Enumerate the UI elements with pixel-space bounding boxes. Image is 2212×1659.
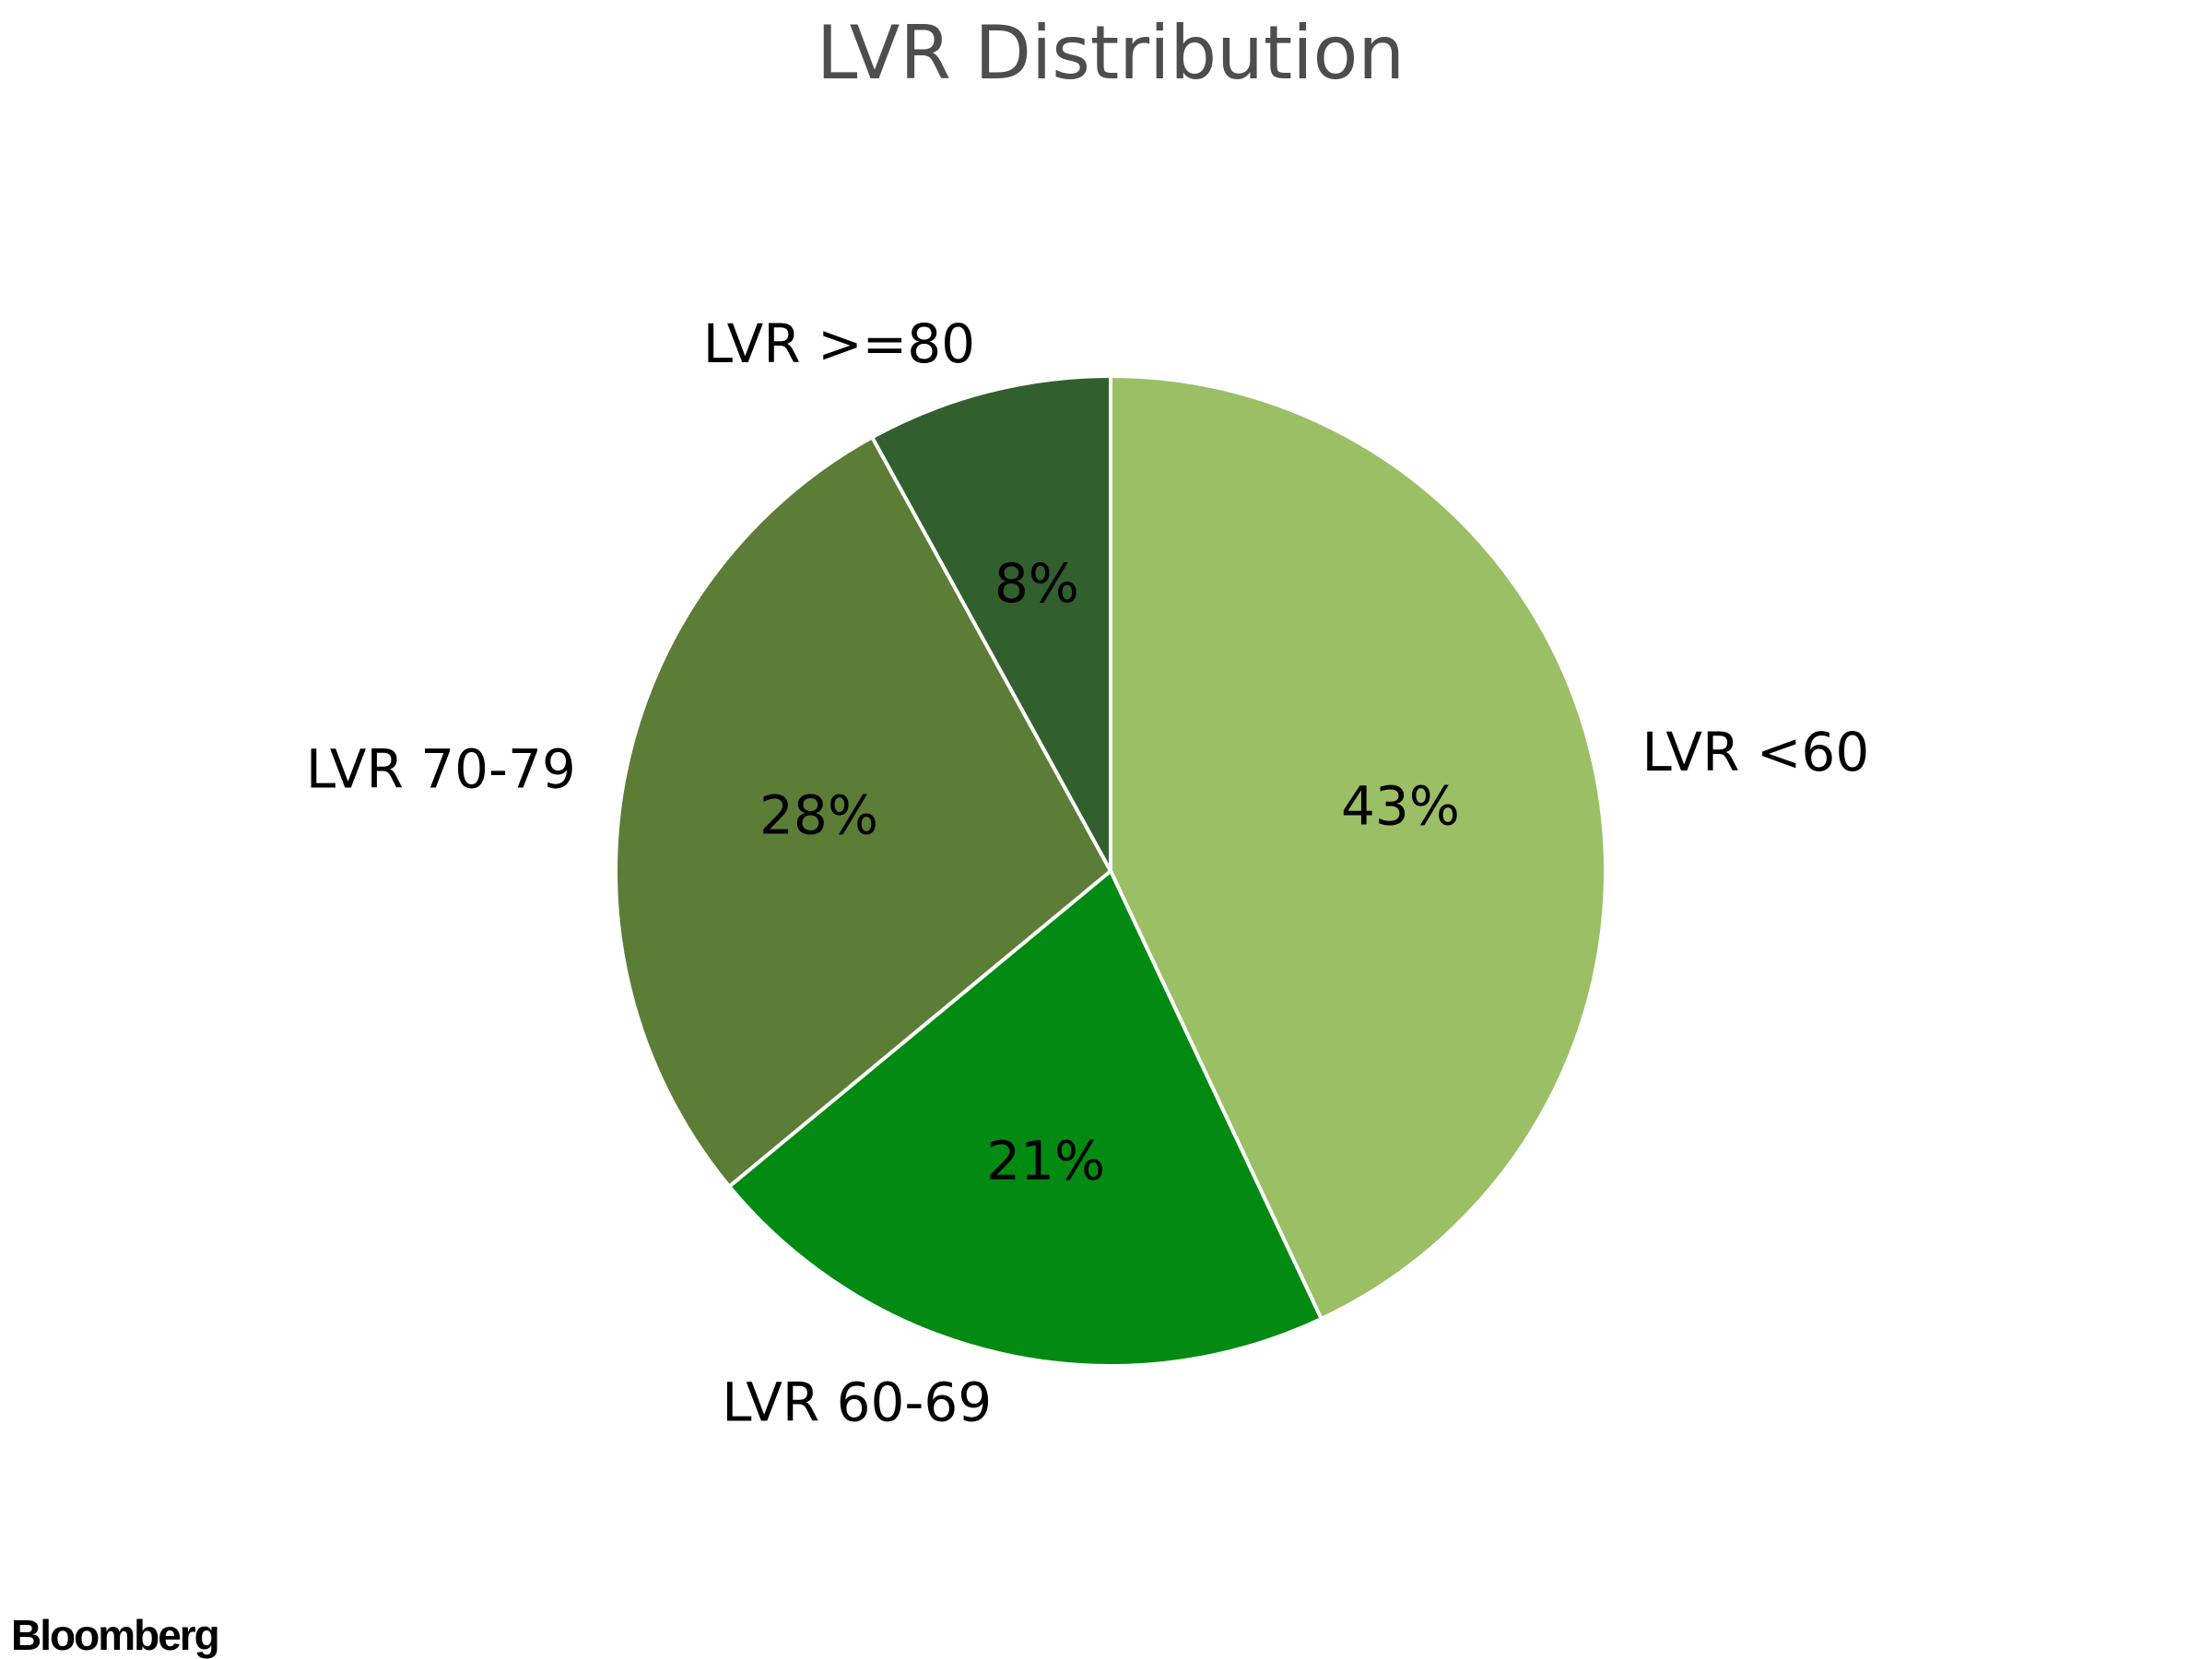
- pie-slice-0: [1109, 374, 1607, 1321]
- pie-pct-label-0: 43%: [1341, 775, 1460, 838]
- pie-category-label-2: LVR 70-79: [306, 737, 576, 800]
- pie-slice-3: [870, 374, 1112, 873]
- pie-pct-label-1: 21%: [986, 1129, 1105, 1192]
- pie-slice-1: [727, 869, 1324, 1368]
- pie-category-label-3: LVR >=80: [703, 312, 975, 375]
- pie-labels: 43% LVR <60 21% LVR 60-69 28% LVR 70-79 8% LVR …: [306, 312, 1869, 1434]
- pie-slices: [614, 374, 1607, 1368]
- chart-title: LVR Distribution: [817, 10, 1405, 96]
- brand-logo: Bloomberg: [11, 1611, 218, 1659]
- pie-category-label-0: LVR <60: [1641, 721, 1869, 783]
- pie-category-label-1: LVR 60-69: [722, 1371, 992, 1433]
- pie-pct-label-2: 28%: [759, 784, 878, 847]
- pie-slice-2: [614, 435, 1112, 1189]
- pie-pct-label-3: 8%: [994, 552, 1079, 615]
